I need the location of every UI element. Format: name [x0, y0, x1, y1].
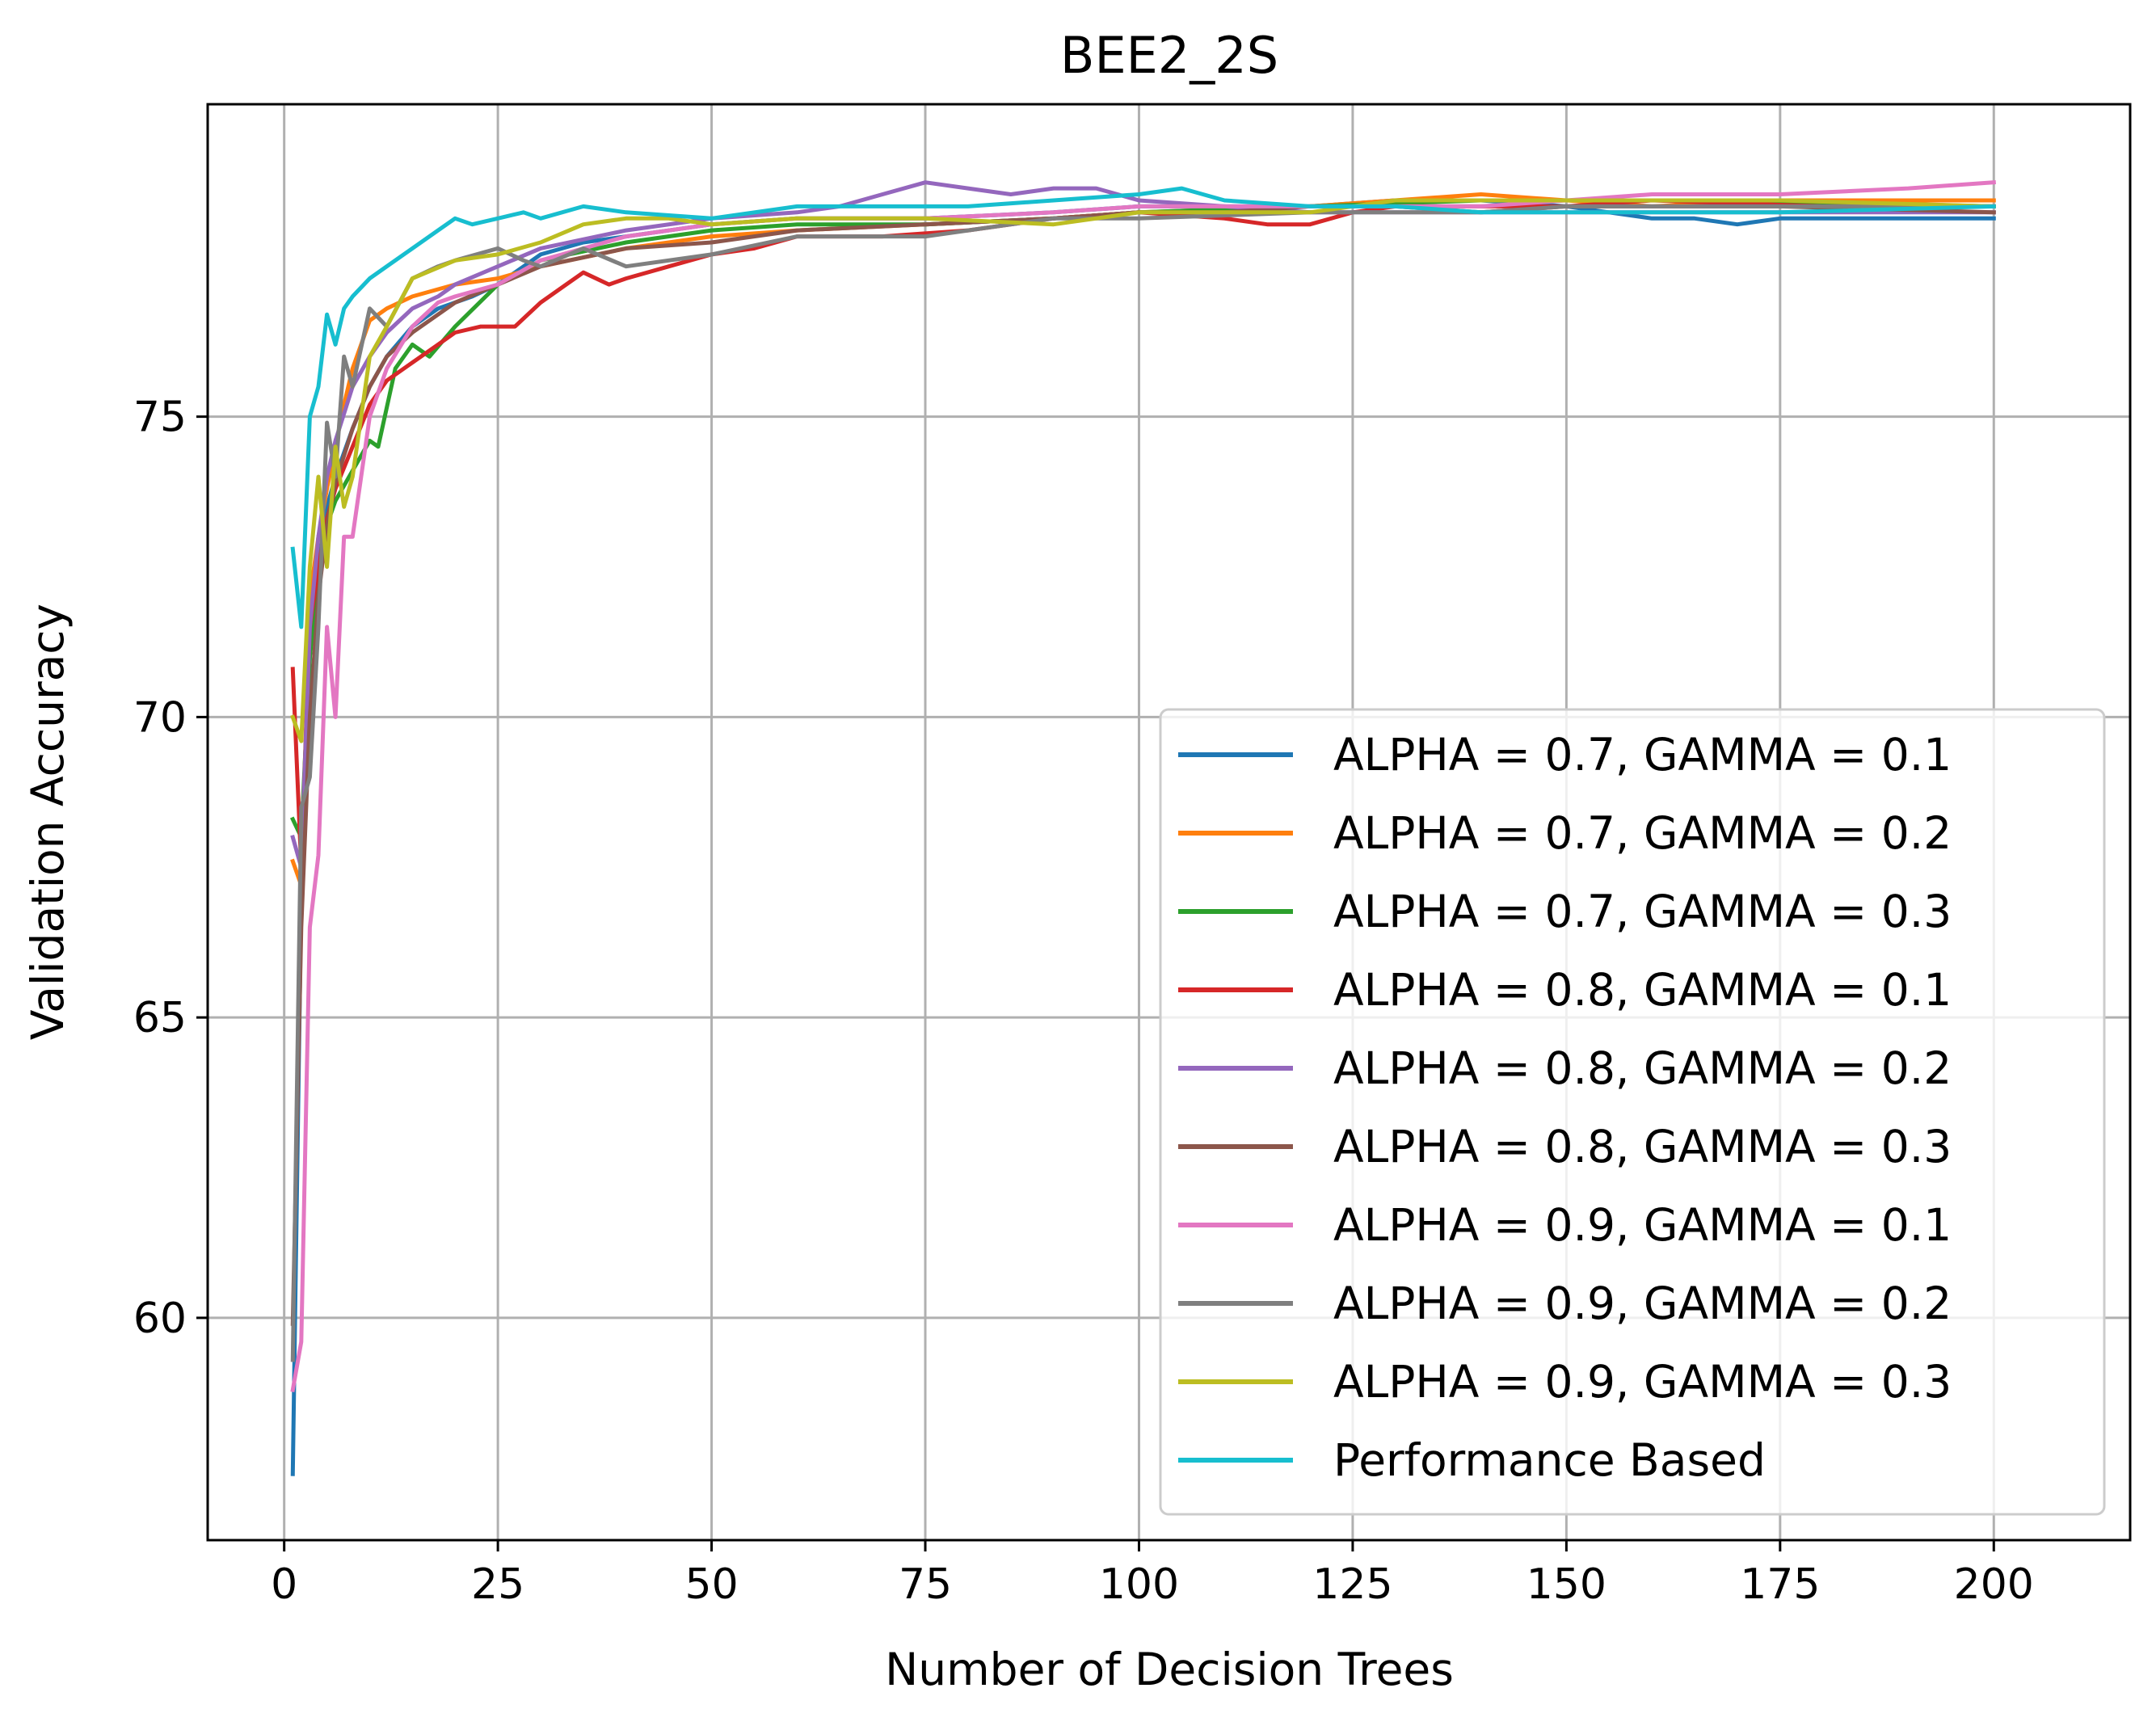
legend-label: Performance Based — [1333, 1434, 1766, 1486]
y-axis-label: Validation Accuracy — [22, 604, 74, 1040]
legend-label: ALPHA = 0.8, GAMMA = 0.2 — [1333, 1042, 1952, 1094]
legend-label: ALPHA = 0.9, GAMMA = 0.1 — [1333, 1199, 1952, 1251]
axis-ticks: 0 25 50 75 100 125 150 175 200 60 65 70 75 — [133, 394, 2034, 1609]
x-tick-label: 100 — [1099, 1560, 1179, 1609]
y-tick-label: 75 — [133, 394, 187, 442]
series-line — [290, 186, 1996, 629]
x-tick-label: 150 — [1526, 1560, 1606, 1609]
x-tick-label: 0 — [271, 1560, 297, 1609]
x-tick-label: 125 — [1312, 1560, 1392, 1609]
legend-box — [1159, 708, 2106, 1516]
y-tick-label: 70 — [133, 693, 187, 742]
x-tick-label: 25 — [471, 1560, 524, 1609]
legend-label: ALPHA = 0.8, GAMMA = 0.1 — [1333, 964, 1952, 1016]
series-line — [290, 180, 1996, 1392]
legend-label: ALPHA = 0.7, GAMMA = 0.2 — [1333, 807, 1952, 859]
x-axis-label: Number of Decision Trees — [885, 1644, 1454, 1695]
x-tick-label: 50 — [684, 1560, 738, 1609]
plot-lines — [289, 180, 1996, 1476]
legend: ALPHA = 0.7, GAMMA = 0.1 ALPHA = 0.7, GAM… — [1159, 708, 2106, 1516]
legend-label: ALPHA = 0.8, GAMMA = 0.3 — [1333, 1121, 1952, 1172]
legend-label: ALPHA = 0.7, GAMMA = 0.1 — [1333, 729, 1952, 781]
y-tick-label: 65 — [133, 994, 187, 1042]
chart-title: BEE2_2S — [1060, 26, 1278, 85]
x-tick-label: 200 — [1954, 1560, 2034, 1609]
legend-label: ALPHA = 0.7, GAMMA = 0.3 — [1333, 886, 1952, 937]
legend-label: ALPHA = 0.9, GAMMA = 0.3 — [1333, 1356, 1952, 1408]
plot-area-frame — [206, 103, 2132, 1542]
x-tick-label: 75 — [899, 1560, 952, 1609]
x-tick-label: 175 — [1740, 1560, 1820, 1609]
legend-label: ALPHA = 0.9, GAMMA = 0.2 — [1333, 1278, 1952, 1329]
y-tick-label: 60 — [133, 1294, 187, 1343]
